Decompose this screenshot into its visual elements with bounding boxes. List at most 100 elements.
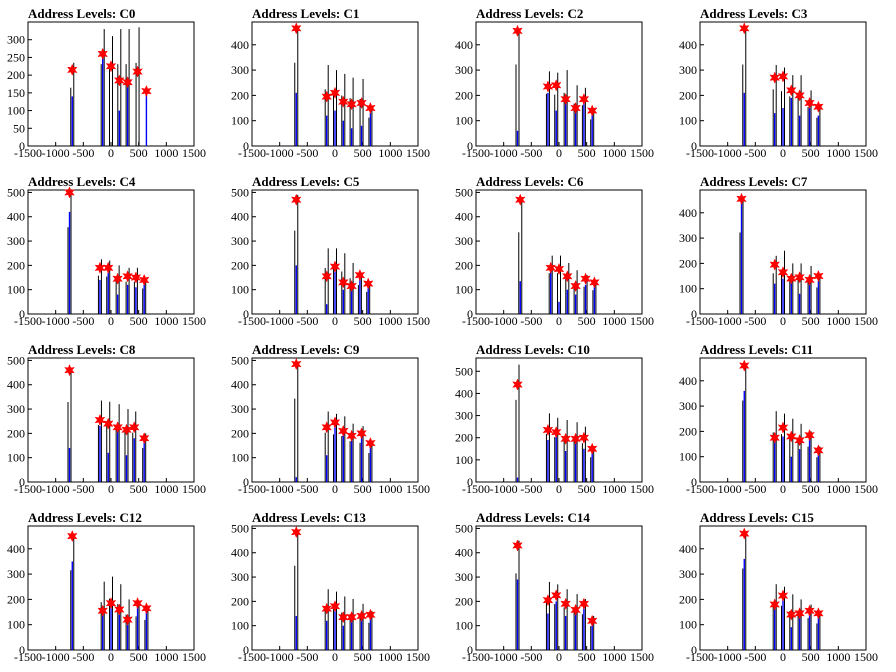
x-tick-label: 0	[556, 314, 562, 328]
peak-marker	[804, 604, 815, 617]
x-tick-label: 1500	[182, 650, 206, 664]
peak-marker	[290, 22, 302, 35]
peak-marker	[329, 260, 341, 273]
peak-marker	[578, 93, 590, 106]
peak-marker	[550, 79, 562, 92]
peak-marker	[329, 416, 341, 429]
x-tick-label: 0	[780, 314, 786, 328]
peak-marker	[570, 279, 581, 293]
x-tick-label: 0	[780, 146, 786, 160]
peak-marker	[102, 417, 114, 430]
y-tick-label: 0	[691, 475, 697, 489]
y-tick-label: 200	[679, 256, 697, 270]
peak-marker	[738, 359, 750, 372]
x-tick-label: -500	[744, 482, 766, 496]
peak-marker	[738, 527, 750, 540]
peak-marker	[290, 193, 302, 206]
y-tick-label: 100	[455, 283, 473, 297]
peak-marker	[542, 423, 554, 437]
peak-marker	[138, 273, 150, 287]
y-tick-label: 400	[455, 38, 473, 52]
x-tick-label: 500	[578, 314, 596, 328]
subplot-title: Address Levels: C15	[700, 510, 814, 525]
x-tick-label: -1000	[490, 482, 518, 496]
subplot-title: Address Levels: C10	[476, 342, 590, 357]
y-tick-label: 500	[231, 353, 249, 367]
y-tick-label: 100	[231, 451, 249, 465]
x-tick-label: -1500	[14, 146, 42, 160]
y-tick-label: 100	[231, 619, 249, 633]
x-tick-label: 0	[556, 482, 562, 496]
subplot-3: Address Levels: C3 0 100 200 300 400 -1500 -100…	[679, 6, 878, 160]
y-tick-label: 300	[679, 231, 697, 245]
x-tick-label: 500	[130, 314, 148, 328]
peak-marker	[580, 272, 591, 285]
peak-marker	[64, 363, 75, 377]
peak-marker	[132, 597, 143, 610]
y-tick-label: 200	[7, 258, 25, 272]
peak-marker	[545, 261, 557, 274]
subplot-4: Address Levels: C40100200300400500-1500-…	[7, 174, 206, 328]
subplot-6: Address Levels: C60100200300400500-1500-…	[455, 174, 654, 328]
peak-marker	[736, 192, 747, 206]
y-tick-label: 400	[455, 210, 473, 224]
x-tick-label: 1000	[602, 146, 626, 160]
peak-marker	[329, 600, 341, 613]
peak-marker	[321, 90, 333, 103]
x-tick-label: 1500	[854, 314, 878, 328]
x-tick-label: -1000	[266, 314, 294, 328]
subplot-1: Address Levels: C1 0 100 200 300 400 -1500 -100…	[231, 6, 430, 160]
x-tick-label: -500	[296, 146, 318, 160]
subplot-title: Address Levels: C12	[28, 510, 142, 525]
x-tick-label: -1000	[714, 146, 742, 160]
y-tick-label: 0	[691, 307, 697, 321]
peak-marker	[777, 589, 789, 602]
x-tick-label: 500	[354, 314, 372, 328]
peak-marker	[804, 429, 815, 442]
x-tick-label: 1000	[826, 482, 850, 496]
x-tick-label: 0	[556, 146, 562, 160]
y-tick-label: 0	[691, 139, 697, 153]
peak-marker	[813, 607, 824, 620]
peak-marker	[777, 266, 789, 279]
peak-marker	[132, 65, 143, 78]
peak-marker	[112, 272, 123, 285]
plot-frame	[27, 357, 195, 483]
y-tick-label: 100	[679, 282, 697, 296]
y-tick-label: 200	[455, 594, 473, 608]
y-tick-label: 400	[7, 378, 25, 392]
y-tick-label: 300	[231, 402, 249, 416]
peak-marker	[346, 98, 357, 111]
peak-marker	[365, 608, 376, 621]
subplot-9: Address Levels: C90100200300400500-1500-…	[231, 342, 430, 496]
x-tick-label: 0	[108, 482, 114, 496]
x-tick-label: 0	[780, 650, 786, 664]
peak-marker	[113, 74, 125, 87]
x-tick-label: -1500	[238, 650, 266, 664]
x-tick-label: 1000	[826, 314, 850, 328]
x-tick-label: 500	[578, 146, 596, 160]
x-tick-label: -1000	[266, 650, 294, 664]
peak-marker	[813, 100, 824, 113]
peak-marker	[105, 60, 117, 73]
peak-marker	[769, 71, 781, 84]
x-tick-label: 1000	[602, 650, 626, 664]
peak-marker	[346, 279, 357, 293]
x-tick-label: -1500	[14, 650, 42, 664]
x-tick-label: -1000	[490, 146, 518, 160]
subplot-title: Address Levels: C11	[700, 342, 813, 357]
peak-marker	[777, 70, 789, 83]
peak-marker	[105, 597, 117, 610]
y-tick-label: 0	[19, 307, 25, 321]
x-tick-label: -1500	[14, 314, 42, 328]
peak-marker	[337, 95, 349, 108]
x-tick-label: 0	[332, 314, 338, 328]
peak-marker	[813, 269, 824, 283]
x-tick-label: 1000	[378, 314, 402, 328]
peak-marker	[512, 378, 523, 391]
peak-marker	[794, 89, 805, 102]
x-tick-label: 1500	[630, 650, 654, 664]
y-tick-label: 100	[679, 114, 697, 128]
subplot-14: Address Levels: C14 0 100 200 300 400 500 -1500…	[455, 510, 654, 664]
